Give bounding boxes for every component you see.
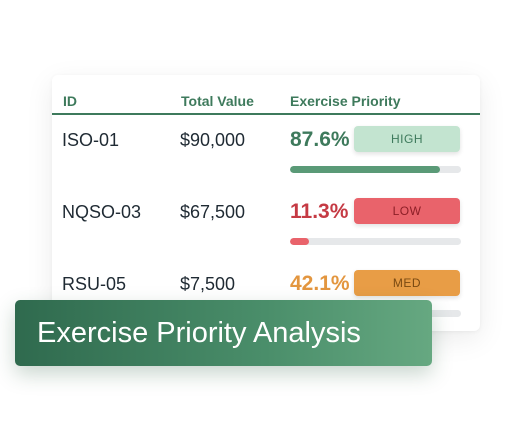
- row-total-value: $90,000: [180, 130, 246, 150]
- header-total-value[interactable]: Total Value: [181, 93, 254, 109]
- row-total-value: $7,500: [180, 274, 236, 294]
- priority-progress-bar: [290, 166, 461, 173]
- priority-percent: 87.6%: [290, 128, 350, 151]
- header-id[interactable]: ID: [63, 93, 77, 109]
- priority-badge: HIGH: [354, 126, 460, 152]
- analysis-banner: Exercise Priority Analysis: [15, 300, 432, 366]
- row-total-value: $67,500: [180, 202, 246, 222]
- priority-percent: 42.1%: [290, 272, 350, 295]
- priority-progress-fill: [290, 166, 440, 173]
- priority-table-card: ID Total Value Exercise Priority ISO-01 …: [52, 75, 480, 331]
- priority-badge: MED: [354, 270, 460, 296]
- priority-badge: LOW: [354, 198, 460, 224]
- row-id: RSU-05: [62, 274, 127, 294]
- priority-progress-bar: [290, 238, 461, 245]
- table-header: ID Total Value Exercise Priority: [52, 75, 480, 115]
- priority-percent: 11.3%: [290, 200, 349, 223]
- table-row[interactable]: ISO-01 $90,000 87.6% HIGH: [52, 126, 480, 202]
- table-row[interactable]: NQSO-03 $67,500 11.3% LOW: [52, 198, 480, 274]
- priority-progress-fill: [290, 238, 310, 245]
- header-exercise-priority[interactable]: Exercise Priority: [290, 93, 401, 109]
- row-id: ISO-01: [62, 130, 120, 150]
- row-id: NQSO-03: [62, 202, 142, 222]
- banner-title: Exercise Priority Analysis: [37, 317, 361, 349]
